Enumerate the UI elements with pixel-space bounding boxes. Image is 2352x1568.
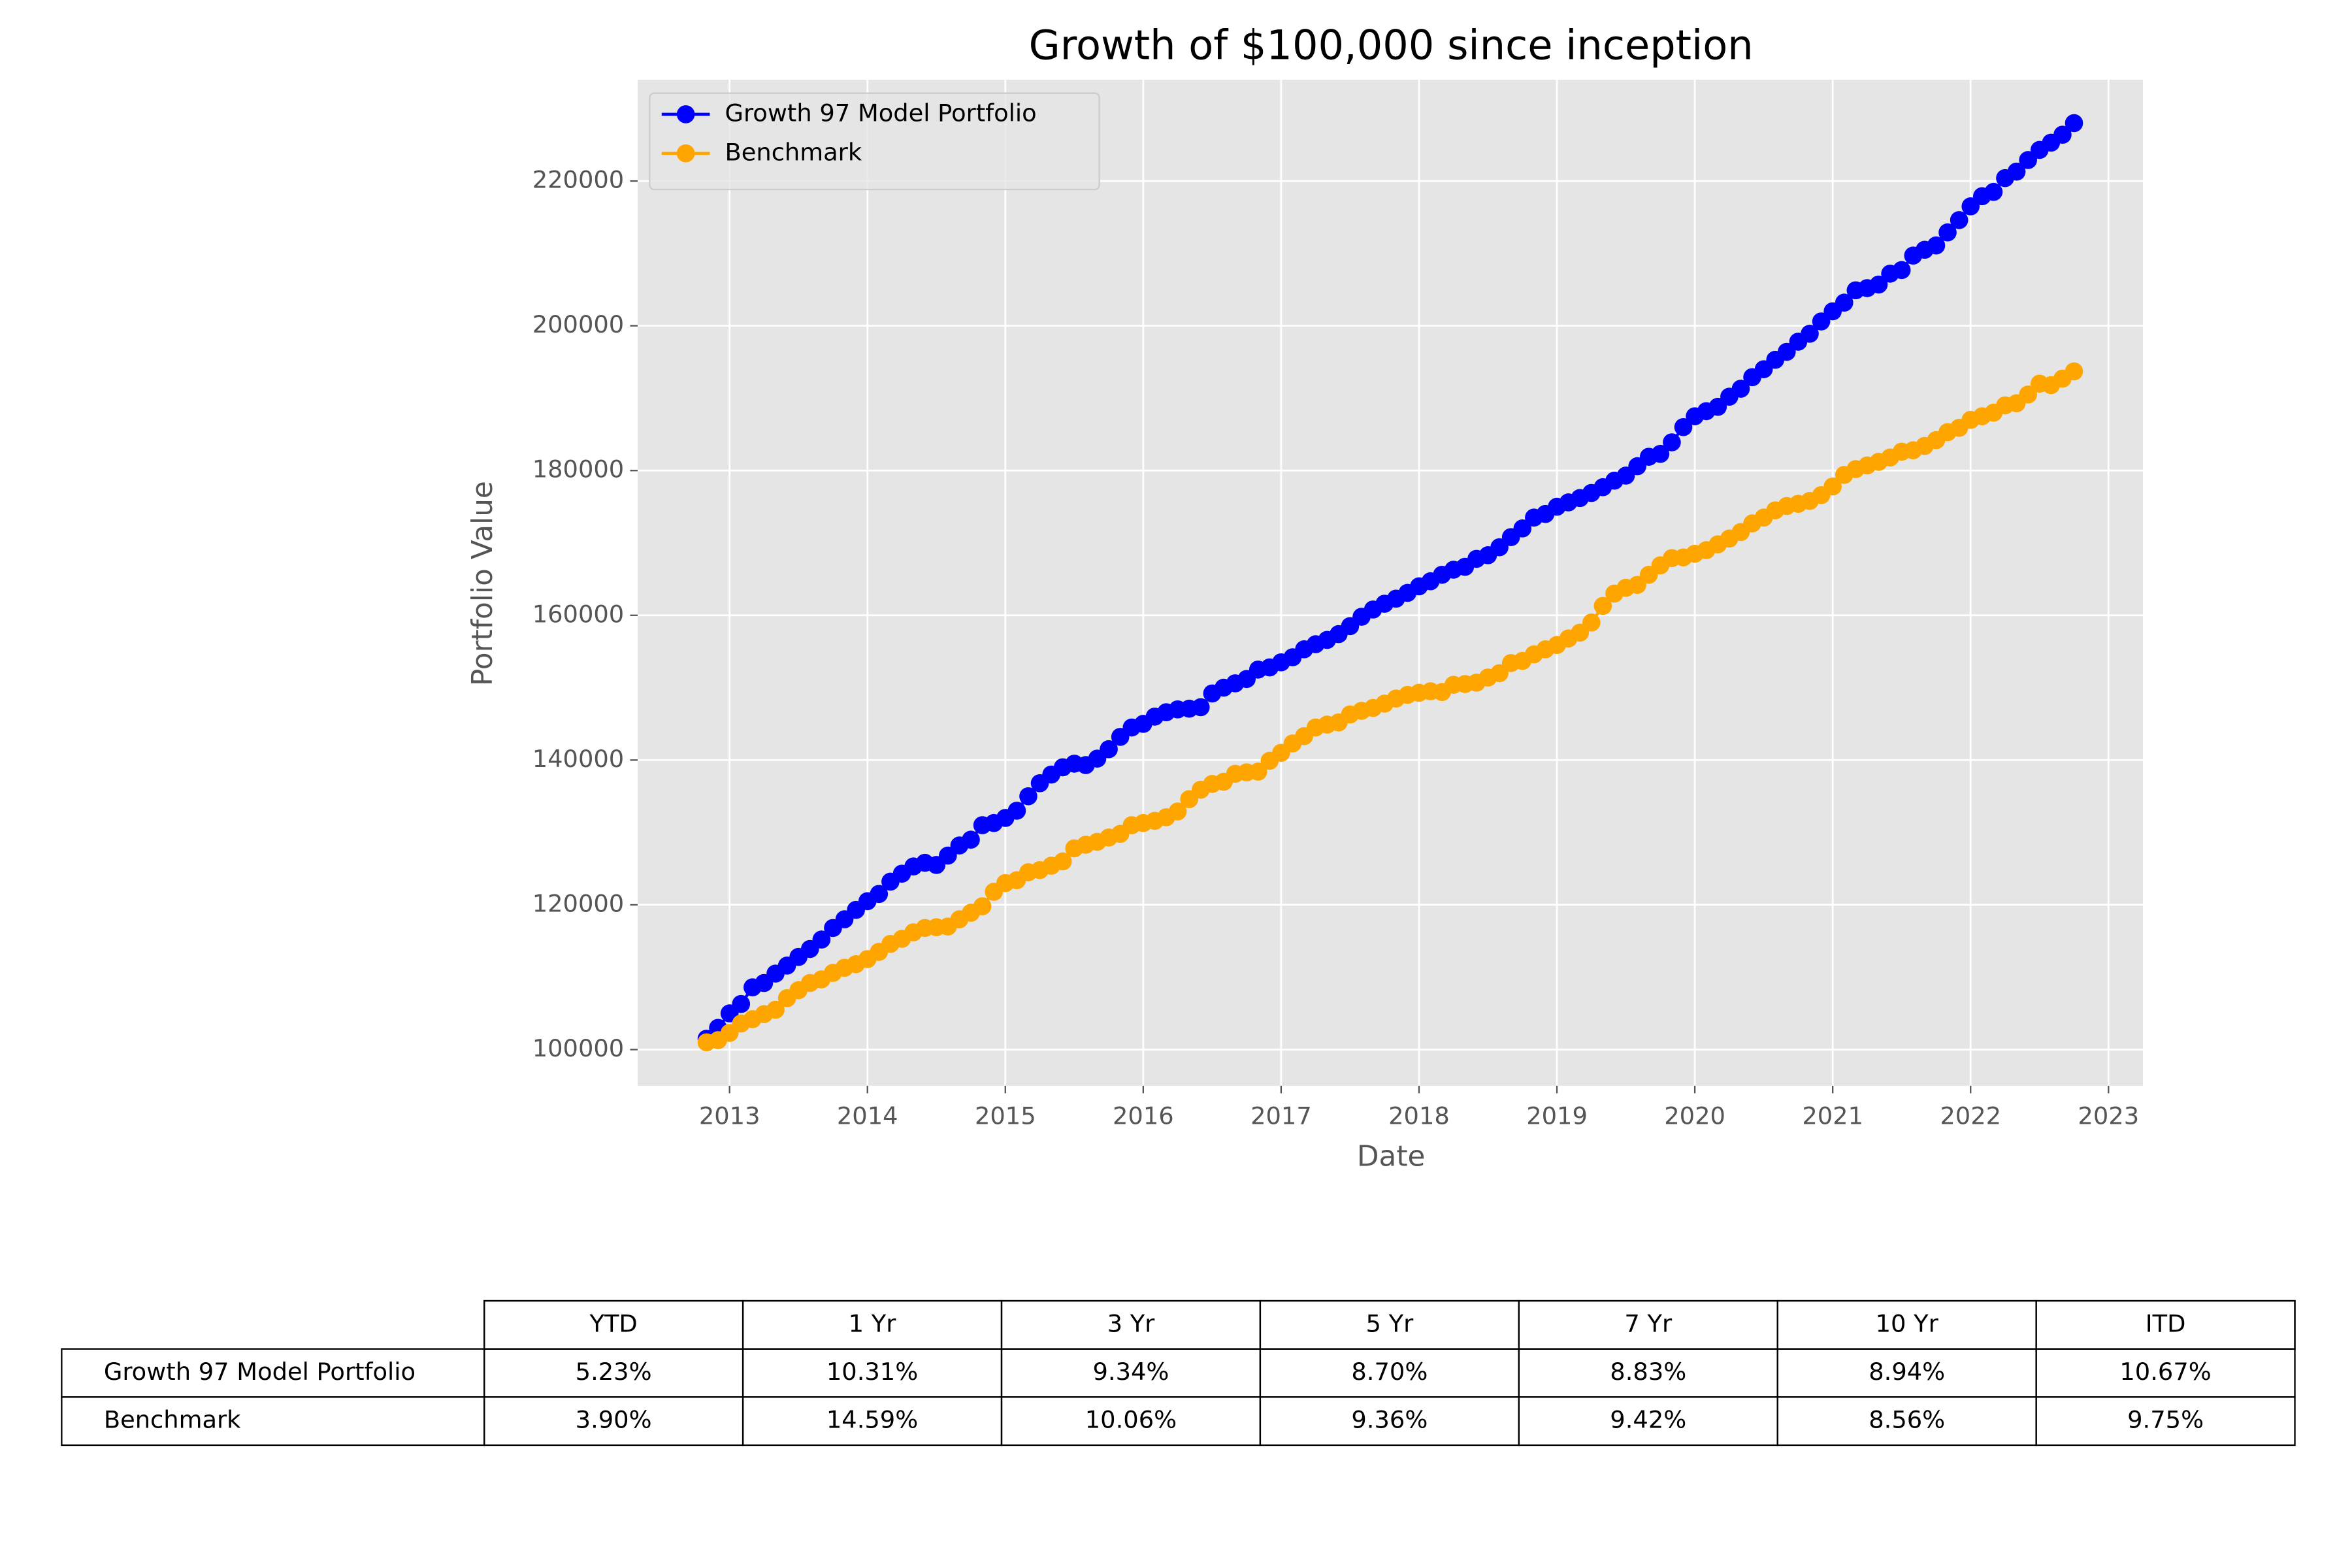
x-tick-label: 2014 <box>837 1102 898 1130</box>
marker <box>1582 613 1601 632</box>
row-label: Growth 97 Model Portfolio <box>104 1358 416 1386</box>
x-tick-label: 2022 <box>1940 1102 2001 1130</box>
table-value: 10.06% <box>1085 1406 1177 1434</box>
x-tick-label: 2015 <box>975 1102 1036 1130</box>
column-header: YTD <box>589 1309 637 1337</box>
y-tick-label: 220000 <box>532 166 625 194</box>
chart-title: Growth of $100,000 since inception <box>1029 22 1754 69</box>
x-tick-label: 2017 <box>1250 1102 1312 1130</box>
x-tick-label: 2020 <box>1664 1102 1725 1130</box>
table-cell <box>2035 1396 2296 1446</box>
y-tick-label: 160000 <box>532 600 625 628</box>
marker <box>1007 802 1026 820</box>
marker <box>1513 519 1532 538</box>
marker <box>1168 802 1187 821</box>
column-header: 10 Yr <box>1876 1309 1939 1337</box>
x-tick-label: 2013 <box>699 1102 760 1130</box>
table-value: 5.23% <box>576 1358 652 1386</box>
marker <box>1927 236 1946 255</box>
table-value: 8.83% <box>1610 1358 1686 1386</box>
marker <box>1053 852 1072 871</box>
table-value: 9.75% <box>2127 1406 2204 1434</box>
x-tick-label: 2019 <box>1526 1102 1588 1130</box>
table-value: 10.31% <box>826 1358 918 1386</box>
plot-background <box>637 79 2144 1086</box>
table-value: 8.56% <box>1869 1406 1945 1434</box>
y-tick-label: 120000 <box>532 889 625 917</box>
marker <box>1801 325 1819 343</box>
marker <box>1869 275 1888 294</box>
marker <box>2053 125 2072 144</box>
legend-marker <box>676 105 695 123</box>
legend-box <box>649 92 1100 191</box>
column-header: 7 Yr <box>1624 1309 1673 1337</box>
marker <box>1731 380 1750 398</box>
table-value: 8.70% <box>1351 1358 1428 1386</box>
x-tick-label: 2021 <box>1802 1102 1863 1130</box>
column-header: 3 Yr <box>1107 1309 1156 1337</box>
y-axis-label: Portfolio Value <box>466 481 499 686</box>
marker <box>1984 182 2003 201</box>
x-tick-label: 2018 <box>1388 1102 1450 1130</box>
marker <box>2065 362 2083 381</box>
legend-marker <box>676 144 695 163</box>
marker <box>1823 477 1842 496</box>
y-tick-label: 100000 <box>532 1034 625 1062</box>
table-value: 10.67% <box>2119 1358 2211 1386</box>
marker <box>870 885 889 904</box>
x-tick-label: 2023 <box>2078 1102 2139 1130</box>
marker <box>1835 293 1854 312</box>
x-tick-label: 2016 <box>1113 1102 1174 1130</box>
table-value: 9.36% <box>1351 1406 1428 1434</box>
marker <box>732 994 751 1013</box>
marker <box>812 930 831 949</box>
table-value: 3.90% <box>576 1406 652 1434</box>
table-value: 14.59% <box>826 1406 918 1434</box>
marker <box>1191 698 1210 717</box>
marker <box>1892 261 1911 280</box>
legend-label: Growth 97 Model Portfolio <box>725 99 1036 127</box>
y-tick-label: 200000 <box>532 310 625 338</box>
table-value: 9.42% <box>1610 1406 1686 1434</box>
table-value: 9.34% <box>1092 1358 1169 1386</box>
marker <box>1950 211 1968 229</box>
legend-label: Benchmark <box>725 138 862 166</box>
marker <box>2019 385 2037 404</box>
row-label: Benchmark <box>104 1406 241 1434</box>
column-header: 5 Yr <box>1365 1309 1414 1337</box>
marker <box>2007 162 2026 181</box>
marker <box>1663 433 1681 451</box>
table-value: 8.94% <box>1869 1358 1945 1386</box>
marker <box>1593 596 1612 615</box>
marker <box>1938 223 1957 242</box>
y-tick-label: 140000 <box>532 745 625 773</box>
marker <box>1674 417 1693 436</box>
marker <box>1019 787 1037 806</box>
marker <box>2065 114 2083 133</box>
marker <box>973 897 992 915</box>
x-axis-label: Date <box>1357 1139 1426 1173</box>
marker <box>766 1000 785 1019</box>
marker <box>1249 762 1267 781</box>
marker <box>962 830 980 849</box>
column-header: 1 Yr <box>849 1309 897 1337</box>
y-tick-label: 180000 <box>532 455 625 483</box>
column-header: ITD <box>2146 1309 2186 1337</box>
marker <box>1651 444 1670 463</box>
performance-table: YTD 1 Yr 3 Yr 5 Yr 7 Yr 10 Yr ITD Growth 97 Mod… <box>61 1299 2296 1446</box>
marker <box>1100 740 1118 759</box>
